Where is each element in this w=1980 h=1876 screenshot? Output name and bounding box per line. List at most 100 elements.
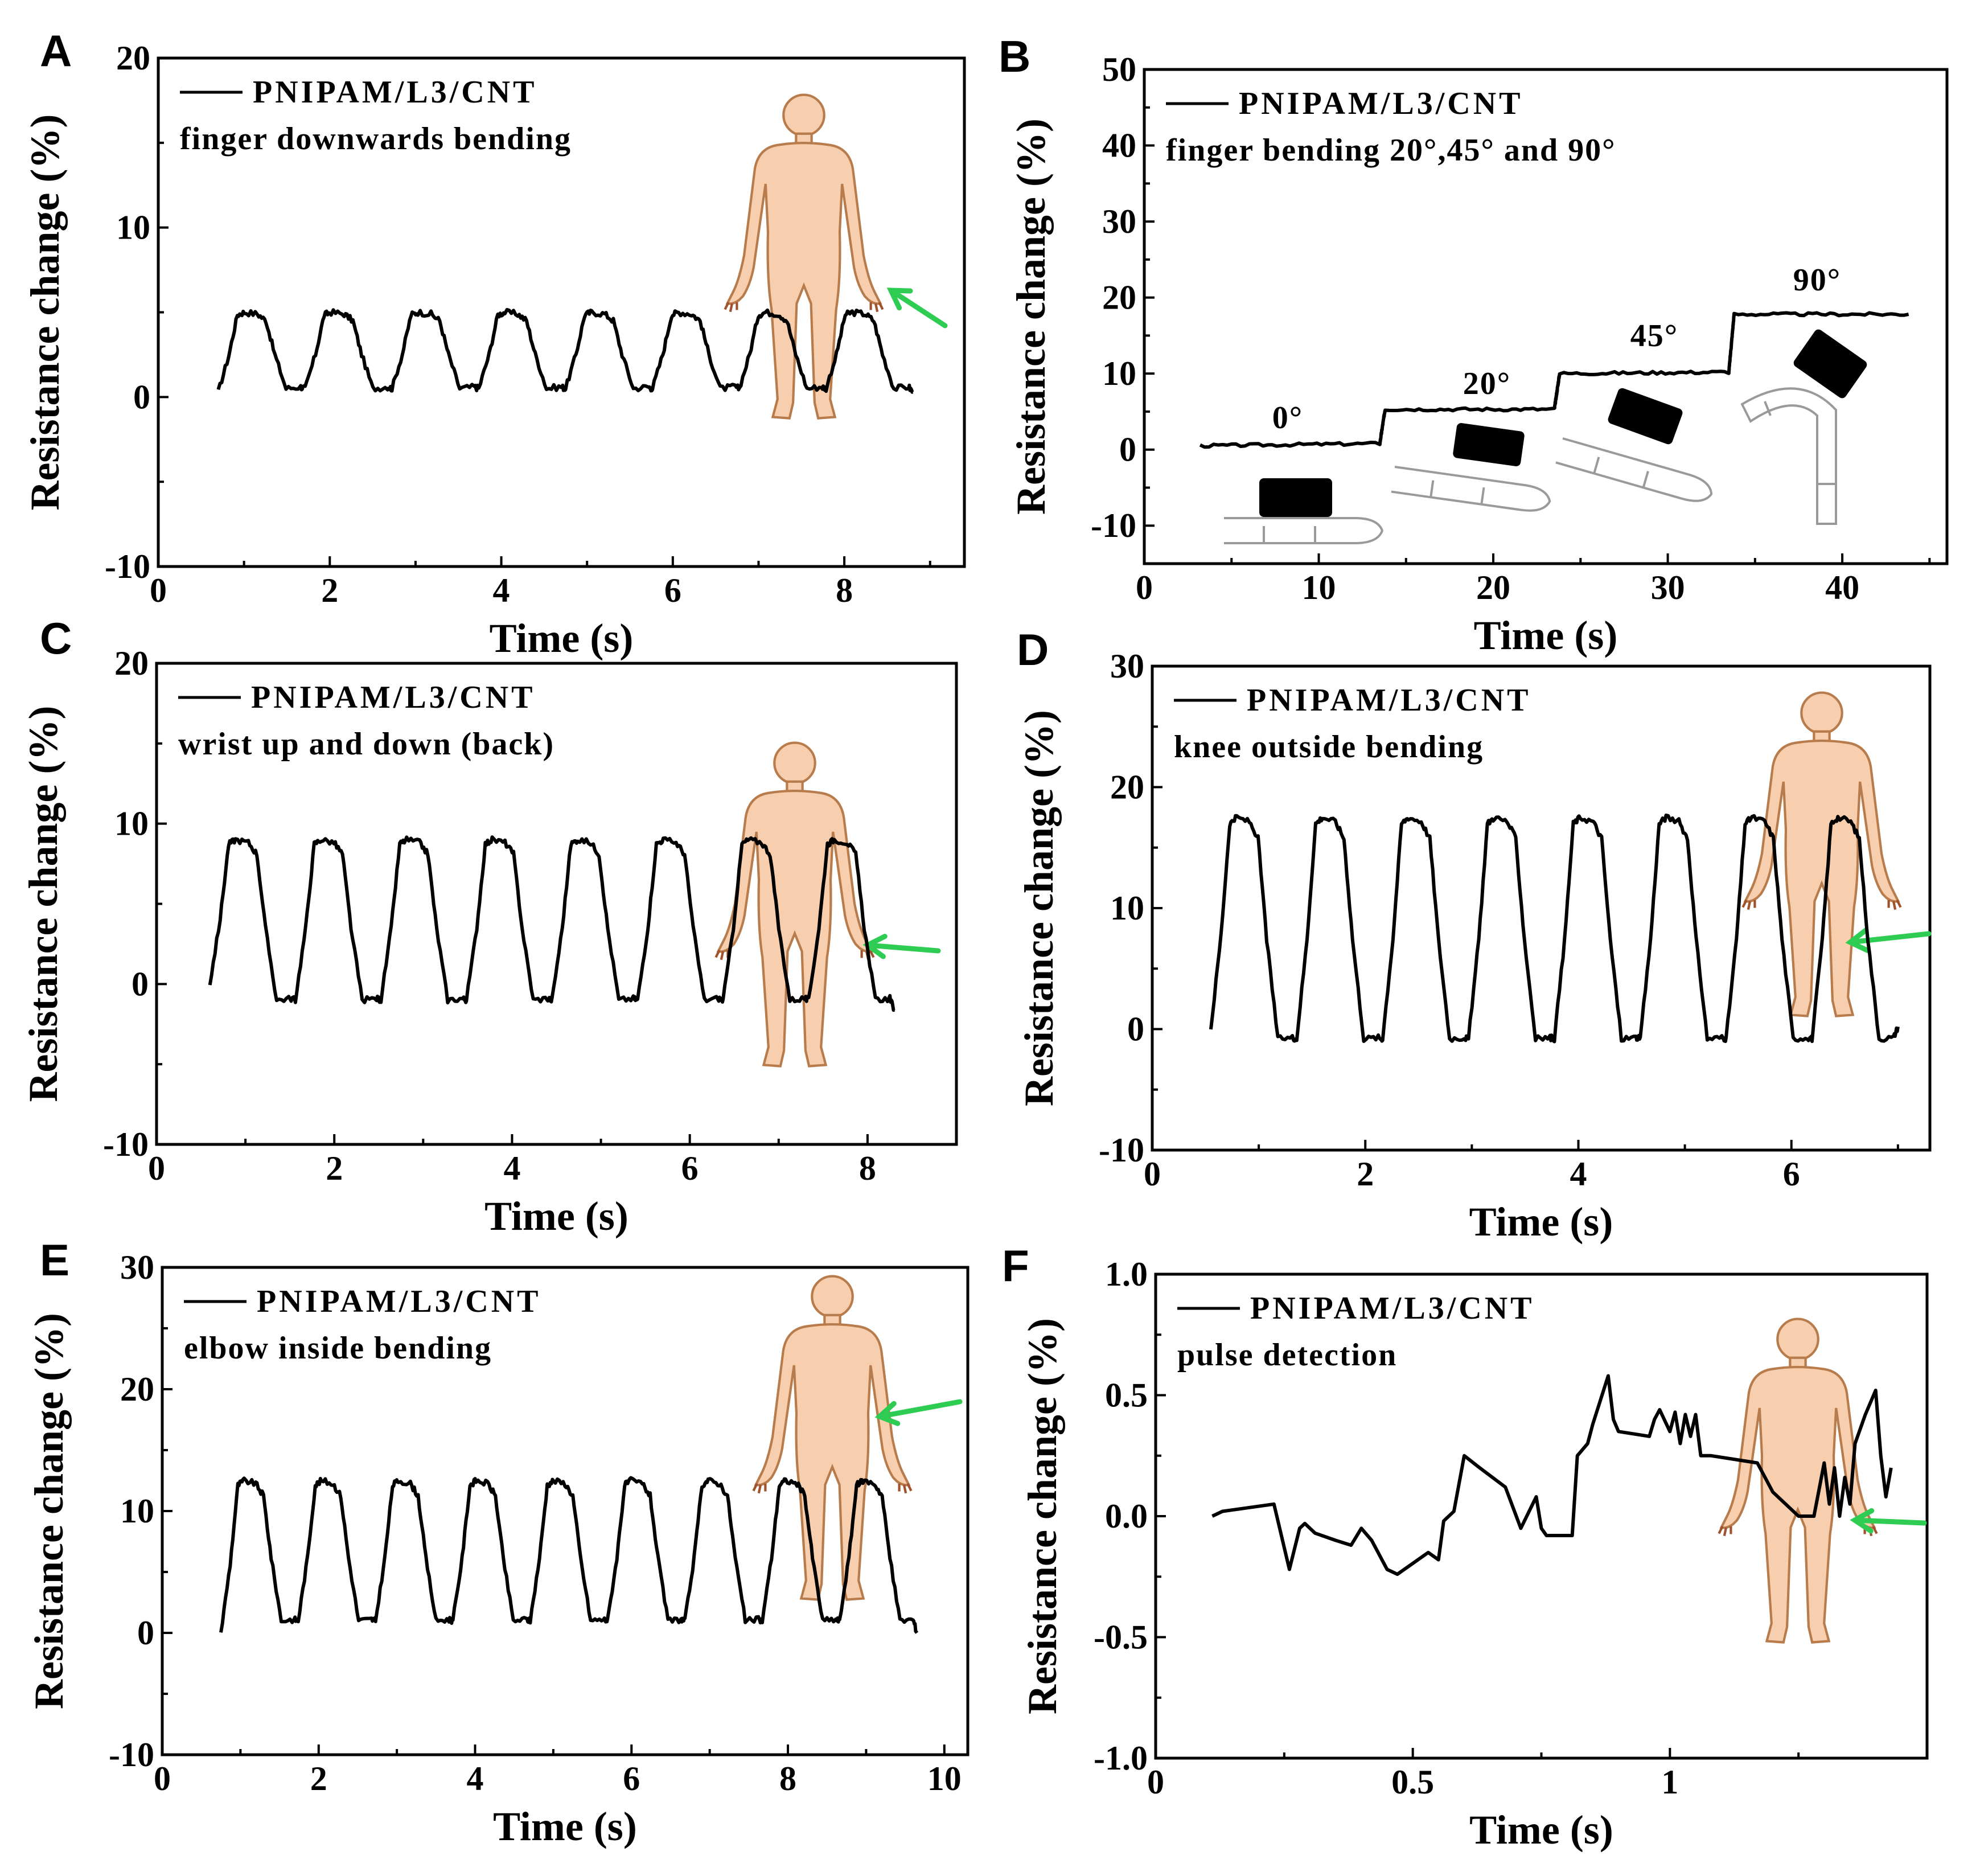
y-tick-label: 20 — [1110, 769, 1144, 806]
legend-label: PNIPAM/L3/CNT — [257, 1284, 541, 1319]
green-arrow-icon — [1845, 927, 1932, 954]
y-tick-label: 10 — [116, 209, 150, 247]
x-tick-label: 0 — [1144, 1155, 1161, 1193]
green-arrow-icon — [874, 1399, 963, 1426]
x-tick-label: 40 — [1825, 569, 1859, 606]
x-tick-label: 0 — [154, 1760, 171, 1797]
y-tick-label: 0.0 — [1105, 1497, 1148, 1535]
y-tick-label: 0.5 — [1105, 1377, 1148, 1414]
panel-annotation: finger downwards bending — [180, 121, 572, 157]
x-tick-label: 8 — [779, 1760, 796, 1797]
x-tick-label: 20 — [1476, 569, 1510, 606]
x-tick-label: 4 — [1570, 1155, 1587, 1193]
series-line — [208, 835, 895, 1012]
y-tick-label: -10 — [1099, 1131, 1144, 1169]
y-tick-label: 0 — [1119, 431, 1136, 469]
x-axis-title: Time (s) — [490, 615, 634, 661]
x-tick-label: 6 — [681, 1150, 699, 1187]
y-tick-label: 0 — [132, 965, 149, 1003]
legend-label: PNIPAM/L3/CNT — [1250, 1291, 1535, 1326]
x-tick-label: 1 — [1661, 1763, 1678, 1801]
panel-letter-a: A — [40, 26, 72, 76]
finger-sensor-icon — [1223, 329, 1867, 544]
x-tick-label: 4 — [493, 572, 510, 609]
legend-label: PNIPAM/L3/CNT — [253, 75, 537, 110]
x-tick-label: 0 — [148, 1150, 165, 1187]
panel-annotation: knee outside bending — [1174, 729, 1484, 765]
human-body-icon — [1743, 693, 1900, 1016]
y-axis-title: Resistance change (%) — [1020, 1318, 1065, 1714]
x-tick-label: 10 — [927, 1760, 962, 1797]
x-tick-label: 8 — [859, 1150, 876, 1187]
panel-letter-d: D — [1017, 625, 1049, 675]
y-tick-label: 40 — [1102, 127, 1136, 165]
y-tick-label: 30 — [120, 1249, 154, 1286]
x-tick-label: 4 — [467, 1760, 484, 1797]
x-tick-label: 10 — [1302, 569, 1336, 606]
y-tick-label: 20 — [1102, 279, 1136, 317]
human-body-icon — [716, 743, 873, 1066]
y-axis-title: Resistance change (%) — [20, 706, 66, 1102]
x-axis-title: Time (s) — [1474, 613, 1618, 658]
x-tick-label: 2 — [326, 1150, 343, 1187]
y-tick-label: -1.0 — [1094, 1739, 1148, 1777]
panel-letter-e: E — [40, 1235, 69, 1285]
panel-annotation: pulse detection — [1177, 1337, 1397, 1373]
y-tick-label: -10 — [1091, 507, 1136, 544]
x-tick-label: 6 — [623, 1760, 640, 1797]
y-tick-label: 10 — [120, 1492, 154, 1530]
y-tick-label: 0 — [1127, 1011, 1144, 1048]
panel-letter-b: B — [999, 31, 1030, 81]
x-axis-title: Time (s) — [484, 1193, 628, 1239]
y-axis-title: Resistance change (%) — [1016, 710, 1062, 1106]
series-line — [1199, 311, 1909, 449]
green-arrow-icon — [862, 934, 941, 959]
y-tick-label: 10 — [114, 805, 149, 843]
y-tick-label: 0 — [133, 378, 150, 416]
x-tick-label: 8 — [836, 572, 853, 609]
legend-label: PNIPAM/L3/CNT — [251, 680, 536, 715]
y-axis-title: Resistance change (%) — [26, 1313, 72, 1709]
panel-annotation: wrist up and down (back) — [178, 726, 554, 762]
angle-label: 0° — [1272, 400, 1303, 436]
x-tick-label: 4 — [503, 1150, 520, 1187]
series-line — [1211, 1374, 1893, 1576]
series-line — [1209, 813, 1900, 1044]
angle-label: 45° — [1630, 318, 1678, 354]
y-tick-label: 50 — [1102, 51, 1136, 88]
panel-annotation: elbow inside bending — [184, 1331, 492, 1366]
y-tick-label: -10 — [103, 1126, 149, 1163]
series-line — [216, 307, 914, 394]
y-axis-title: Resistance change (%) — [22, 114, 68, 511]
y-tick-label: 1.0 — [1105, 1255, 1148, 1293]
x-tick-label: 0 — [1136, 569, 1153, 606]
y-tick-label: 0 — [137, 1614, 154, 1652]
panel-f-chart: -1.0 -0.5 0.0 0.5 1.0 0 0.5 1 Time (s) Resistance… — [1020, 1255, 1929, 1853]
plot-frame — [1143, 68, 1949, 565]
y-tick-label: -10 — [109, 1736, 154, 1774]
angle-label: 90° — [1793, 262, 1841, 298]
green-arrow-icon — [1850, 1508, 1927, 1534]
y-tick-label: 10 — [1102, 355, 1136, 392]
green-arrow-icon — [886, 288, 948, 329]
legend-label: PNIPAM/L3/CNT — [1239, 86, 1523, 121]
y-tick-label: 10 — [1110, 889, 1144, 927]
y-tick-label: -10 — [105, 548, 150, 585]
x-tick-label: 2 — [1357, 1155, 1374, 1193]
x-axis-title: Time (s) — [493, 1804, 637, 1849]
y-tick-label: -0.5 — [1094, 1619, 1148, 1656]
x-tick-label: 6 — [1783, 1155, 1800, 1193]
legend-label: PNIPAM/L3/CNT — [1247, 683, 1531, 718]
x-tick-label: 0 — [150, 572, 167, 609]
y-tick-label: 20 — [114, 645, 149, 682]
x-axis-title: Time (s) — [1469, 1199, 1613, 1245]
y-tick-label: 30 — [1110, 647, 1144, 685]
x-tick-label: 0.5 — [1391, 1763, 1434, 1801]
series-line — [219, 1476, 919, 1634]
